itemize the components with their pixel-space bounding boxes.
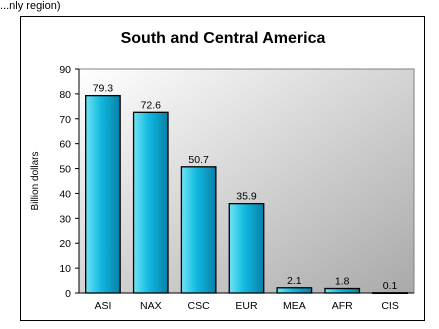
bar-asi <box>85 94 121 294</box>
y-tick-label: 30 <box>59 213 71 225</box>
bar-afr <box>324 287 361 294</box>
y-tick-label: 40 <box>59 188 71 200</box>
x-tick-label-mea: MEA <box>283 300 306 312</box>
x-tick-label-asi: ASI <box>94 300 111 312</box>
y-tick-label: 20 <box>59 238 71 250</box>
data-label-afr: 1.8 <box>335 276 350 288</box>
y-tick-label: 60 <box>59 139 71 151</box>
chart-frame: South and Central America Billion dollar… <box>20 16 425 321</box>
x-tick-label-nax: NAX <box>140 300 162 312</box>
data-label-cis: 0.1 <box>383 280 398 292</box>
x-axis: ASI NAX CSC EUR MEA AFR CIS <box>79 292 414 312</box>
x-tick-label-eur: EUR <box>235 300 258 312</box>
x-tick-label-cis: CIS <box>381 300 399 312</box>
y-tick-label: 0 <box>65 288 71 300</box>
bar-nax <box>132 111 169 294</box>
bar-chart: South and Central America Billion dollar… <box>30 30 415 312</box>
y-axis-label: Billion dollars <box>30 152 41 211</box>
data-label-asi: 79.3 <box>93 83 114 95</box>
data-label-mea: 2.1 <box>287 275 302 287</box>
bar-series: 79.3 72.6 50.7 35.9 2.1 1.8 0.1 <box>85 83 408 295</box>
bar-mea <box>276 287 313 294</box>
y-tick-label: 80 <box>59 89 71 101</box>
bar-eur <box>228 202 265 294</box>
chart-title: South and Central America <box>121 30 326 47</box>
y-tick-label: 70 <box>59 114 71 126</box>
y-tick-label: 10 <box>59 263 71 275</box>
y-axis: 0 10 20 30 40 50 60 70 80 90 <box>59 64 80 300</box>
y-tick-label: 50 <box>59 164 71 176</box>
data-label-csc: 50.7 <box>188 154 209 166</box>
x-tick-label-afr: AFR <box>332 300 353 312</box>
x-tick-label-csc: CSC <box>188 300 211 312</box>
header-text-fragment: ...nly region) <box>0 0 61 12</box>
data-label-eur: 35.9 <box>236 191 257 203</box>
data-label-nax: 72.6 <box>141 99 162 111</box>
y-tick-label: 90 <box>59 64 71 76</box>
bar-csc <box>180 166 217 294</box>
